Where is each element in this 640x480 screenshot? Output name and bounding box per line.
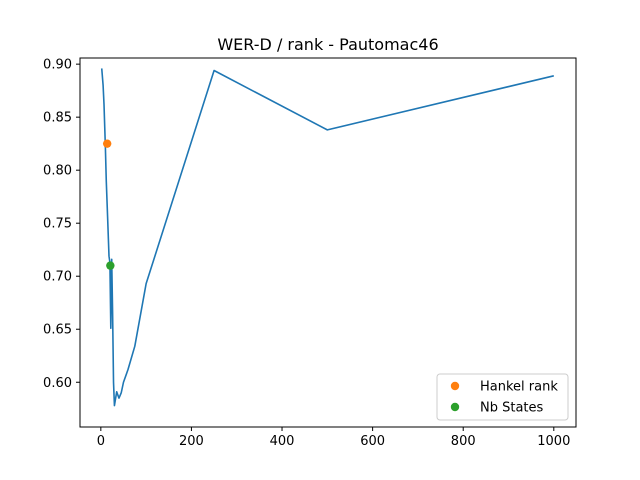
legend-marker (450, 381, 460, 391)
chart-title: WER-D / rank - Pautomac46 (217, 35, 438, 54)
legend-marker (450, 402, 460, 412)
y-tick-label: 0.90 (43, 58, 72, 73)
x-tick-label: 600 (360, 434, 385, 449)
x-tick-label: 0 (97, 434, 105, 449)
legend: Hankel rank Nb States (436, 373, 569, 421)
plot-area: 0 200 400 600 800 1000 0.60 0.65 0.70 0.75 0.80 0.8… (43, 57, 577, 449)
y-tick-label: 0.65 (43, 323, 72, 338)
y-tick-label: 0.70 (43, 270, 72, 285)
y-tick-label: 0.80 (43, 164, 72, 179)
marker-hankel-rank (102, 139, 112, 148)
x-tick-label: 200 (179, 434, 204, 449)
y-tick-label: 0.85 (43, 111, 72, 126)
legend-box (436, 373, 569, 421)
x-tick-label: 800 (451, 434, 476, 449)
marker-nb-states (106, 261, 115, 270)
axes-frame (79, 57, 577, 428)
series-line (100, 68, 554, 407)
x-tick-label: 400 (270, 434, 295, 449)
y-tick-label: 0.75 (43, 217, 72, 232)
legend-label: Nb States (480, 401, 544, 416)
x-tick-label: 1000 (537, 434, 570, 449)
y-tick-label: 0.60 (43, 376, 72, 391)
legend-label: Hankel rank (480, 380, 558, 395)
